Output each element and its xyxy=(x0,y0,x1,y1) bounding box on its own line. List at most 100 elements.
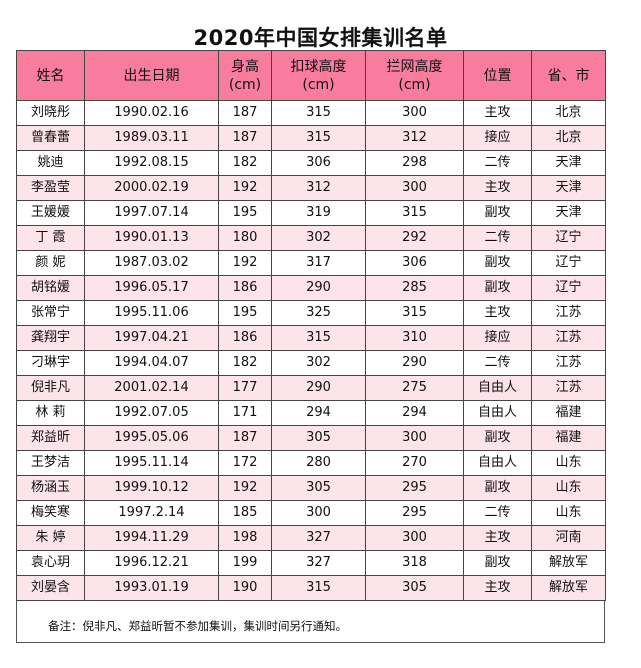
col-header-birth: 出生日期 xyxy=(84,50,219,101)
cell-block: 300 xyxy=(365,525,464,551)
cell-position: 主攻 xyxy=(463,100,532,126)
cell-block: 300 xyxy=(365,425,464,451)
cell-province: 辽宁 xyxy=(531,250,606,276)
cell-height: 192 xyxy=(218,175,272,201)
cell-height: 187 xyxy=(218,125,272,151)
cell-birth: 1989.03.11 xyxy=(84,125,219,151)
cell-birth: 1997.07.14 xyxy=(84,200,219,226)
cell-block: 290 xyxy=(365,350,464,376)
cell-name: 曾春蕾 xyxy=(16,125,85,151)
cell-birth: 1995.11.06 xyxy=(84,300,219,326)
cell-position: 接应 xyxy=(463,125,532,151)
cell-name: 梅笑寒 xyxy=(16,500,85,526)
cell-position: 副攻 xyxy=(463,200,532,226)
cell-province: 山东 xyxy=(531,475,606,501)
cell-name: 刘晓彤 xyxy=(16,100,85,126)
cell-province: 江苏 xyxy=(531,300,606,326)
table-row: 王梦洁 1995.11.14 172 280 270 自由人 山东 xyxy=(16,450,606,476)
table-row: 袁心玥 1996.12.21 199 327 318 副攻 解放军 xyxy=(16,550,606,576)
cell-block: 298 xyxy=(365,150,464,176)
cell-name: 郑益昕 xyxy=(16,425,85,451)
cell-birth: 2001.02.14 xyxy=(84,375,219,401)
cell-spike: 302 xyxy=(271,350,366,376)
cell-province: 解放军 xyxy=(531,575,606,601)
cell-province: 辽宁 xyxy=(531,275,606,301)
cell-province: 天津 xyxy=(531,200,606,226)
roster-body: 刘晓彤 1990.02.16 187 315 300 主攻 北京 曾春蕾 1989.03.11 1… xyxy=(16,100,606,601)
cell-province: 天津 xyxy=(531,150,606,176)
cell-birth: 1992.07.05 xyxy=(84,400,219,426)
cell-spike: 294 xyxy=(271,400,366,426)
table-row: 梅笑寒 1997.2.14 185 300 295 二传 山东 xyxy=(16,500,606,526)
cell-name: 李盈莹 xyxy=(16,175,85,201)
cell-height: 180 xyxy=(218,225,272,251)
cell-spike: 306 xyxy=(271,150,366,176)
col-header-block: 拦网高度 (cm) xyxy=(365,50,464,101)
cell-province: 江苏 xyxy=(531,325,606,351)
cell-spike: 317 xyxy=(271,250,366,276)
cell-height: 199 xyxy=(218,550,272,576)
cell-spike: 315 xyxy=(271,325,366,351)
cell-name: 朱 婷 xyxy=(16,525,85,551)
cell-birth: 1995.05.06 xyxy=(84,425,219,451)
col-header-spike: 扣球高度 (cm) xyxy=(271,50,366,101)
cell-birth: 1990.01.13 xyxy=(84,225,219,251)
cell-birth: 1995.11.14 xyxy=(84,450,219,476)
cell-birth: 1992.08.15 xyxy=(84,150,219,176)
cell-province: 北京 xyxy=(531,100,606,126)
cell-height: 195 xyxy=(218,300,272,326)
cell-province: 辽宁 xyxy=(531,225,606,251)
table-row: 朱 婷 1994.11.29 198 327 300 主攻 河南 xyxy=(16,525,606,551)
cell-province: 江苏 xyxy=(531,350,606,376)
cell-height: 187 xyxy=(218,425,272,451)
table-row: 刁琳宇 1994.04.07 182 302 290 二传 江苏 xyxy=(16,350,606,376)
cell-spike: 280 xyxy=(271,450,366,476)
cell-spike: 290 xyxy=(271,275,366,301)
cell-block: 275 xyxy=(365,375,464,401)
cell-position: 自由人 xyxy=(463,400,532,426)
cell-spike: 327 xyxy=(271,550,366,576)
cell-position: 副攻 xyxy=(463,275,532,301)
cell-spike: 315 xyxy=(271,575,366,601)
cell-spike: 302 xyxy=(271,225,366,251)
cell-province: 福建 xyxy=(531,425,606,451)
cell-province: 山东 xyxy=(531,500,606,526)
cell-name: 王媛媛 xyxy=(16,200,85,226)
cell-position: 二传 xyxy=(463,500,532,526)
cell-spike: 327 xyxy=(271,525,366,551)
table-row: 杨涵玉 1999.10.12 192 305 295 副攻 山东 xyxy=(16,475,606,501)
cell-height: 182 xyxy=(218,350,272,376)
cell-province: 山东 xyxy=(531,450,606,476)
cell-height: 192 xyxy=(218,475,272,501)
footnote: 备注：倪非凡、郑益昕暂不参加集训，集训时间另行通知。 xyxy=(48,619,347,633)
cell-spike: 319 xyxy=(271,200,366,226)
cell-birth: 1996.05.17 xyxy=(84,275,219,301)
cell-birth: 1987.03.02 xyxy=(84,250,219,276)
cell-province: 解放军 xyxy=(531,550,606,576)
cell-position: 主攻 xyxy=(463,300,532,326)
cell-province: 福建 xyxy=(531,400,606,426)
table-row: 刘晏含 1993.01.19 190 315 305 主攻 解放军 xyxy=(16,575,606,601)
cell-spike: 315 xyxy=(271,125,366,151)
cell-block: 300 xyxy=(365,175,464,201)
cell-height: 192 xyxy=(218,250,272,276)
cell-name: 王梦洁 xyxy=(16,450,85,476)
cell-position: 副攻 xyxy=(463,475,532,501)
col-header-province: 省、市 xyxy=(531,50,606,101)
cell-height: 182 xyxy=(218,150,272,176)
table-row: 林 莉 1992.07.05 171 294 294 自由人 福建 xyxy=(16,400,606,426)
table-row: 丁 霞 1990.01.13 180 302 292 二传 辽宁 xyxy=(16,225,606,251)
cell-birth: 1994.11.29 xyxy=(84,525,219,551)
cell-spike: 305 xyxy=(271,425,366,451)
cell-position: 副攻 xyxy=(463,550,532,576)
cell-name: 刘晏含 xyxy=(16,575,85,601)
cell-position: 副攻 xyxy=(463,250,532,276)
cell-block: 312 xyxy=(365,125,464,151)
cell-name: 倪非凡 xyxy=(16,375,85,401)
cell-height: 186 xyxy=(218,275,272,301)
cell-height: 177 xyxy=(218,375,272,401)
table-row: 李盈莹 2000.02.19 192 312 300 主攻 天津 xyxy=(16,175,606,201)
cell-position: 二传 xyxy=(463,150,532,176)
cell-name: 林 莉 xyxy=(16,400,85,426)
cell-position: 自由人 xyxy=(463,450,532,476)
